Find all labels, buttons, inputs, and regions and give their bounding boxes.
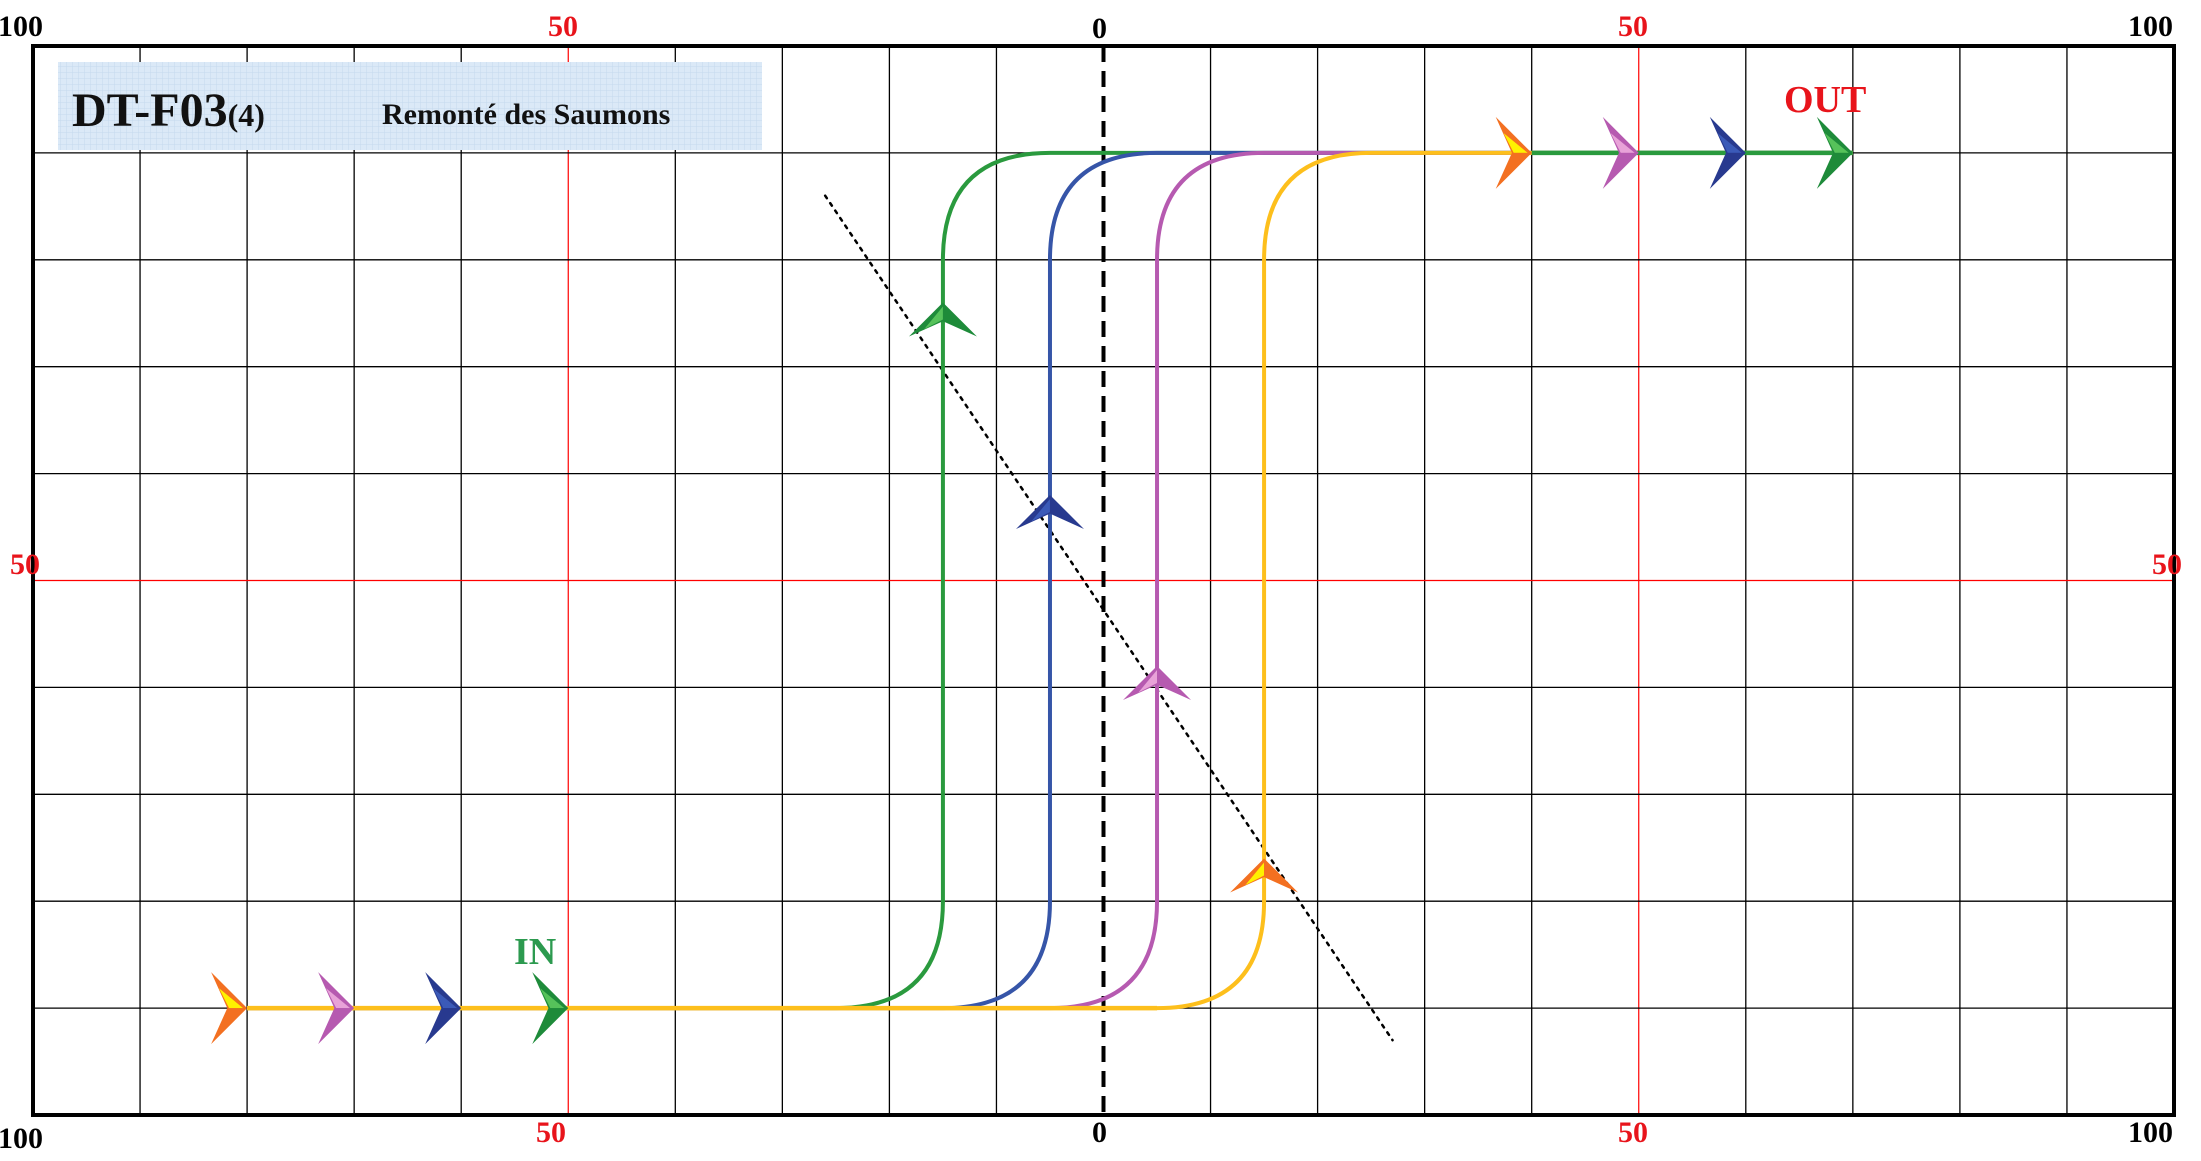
path-purple — [247, 150, 1853, 1011]
title-code: DT-F03 — [72, 84, 228, 137]
out-arrow-blue-icon-inner-bottom — [1717, 152, 1742, 173]
out-arrow-green-icon-inner-bottom — [1824, 152, 1849, 173]
out-arrow-orange-yellow-icon-inner-top — [1503, 133, 1528, 153]
in-arrow-green-icon — [532, 972, 569, 1045]
diagonal-line — [823, 194, 1394, 1042]
scale-bottom-left-100: 100 — [0, 1122, 43, 1155]
scale-bottom-right-50: 50 — [1618, 1116, 1648, 1149]
up-arrow-orange-yellow-icon-inner-right — [1264, 862, 1283, 885]
salmon-paths — [247, 150, 1853, 1011]
arrows — [211, 116, 1853, 1045]
in-arrow-orange-yellow-icon-inner-bottom — [219, 1008, 244, 1028]
in-arrow-purple-icon — [318, 972, 355, 1045]
up-arrow-green-icon-inner-right — [942, 306, 962, 330]
out-arrow-purple-icon-inner-top — [1610, 133, 1635, 153]
up-arrow-purple-icon-inner-right — [1157, 670, 1176, 693]
path-yellow — [247, 150, 1853, 1011]
in-arrow-purple-icon-inner-top — [326, 988, 351, 1009]
in-arrow-orange-yellow-icon-inner-top — [219, 988, 244, 1009]
scale-left-mid-50: 50 — [10, 548, 40, 581]
up-arrow-green-icon — [908, 302, 977, 337]
scale-top-left-50: 50 — [548, 10, 578, 43]
in-arrow-blue-icon-inner-bottom — [433, 1008, 458, 1028]
in-arrow-green-icon-inner-bottom — [540, 1008, 565, 1028]
scale-bottom-center-0: 0 — [1092, 1116, 1107, 1149]
out-arrow-blue-icon-inner-top — [1717, 133, 1742, 153]
title-box — [58, 62, 762, 150]
path-blue — [247, 150, 1853, 1011]
up-arrow-orange-yellow-icon — [1230, 858, 1299, 893]
up-arrow-blue-icon-inner-right — [1049, 498, 1069, 522]
up-arrow-blue-icon — [1015, 494, 1084, 529]
scale-top-right-100: 100 — [2128, 10, 2173, 43]
up-arrow-purple-icon-inner-left — [1138, 670, 1158, 693]
scale-bottom-left-50: 50 — [536, 1116, 566, 1149]
out-arrow-green-icon-inner-top — [1824, 133, 1849, 153]
up-arrow-blue-icon-inner-left — [1031, 498, 1050, 522]
up-arrow-orange-yellow-icon-inner-left — [1245, 862, 1265, 885]
up-arrow-green-icon-inner-left — [924, 306, 943, 330]
in-arrow-blue-icon-inner-top — [433, 988, 458, 1009]
title-code-suffix: (4) — [228, 97, 265, 133]
in-arrow-blue-icon — [425, 972, 462, 1045]
out-arrow-purple-icon-inner-bottom — [1610, 152, 1635, 173]
out-arrow-orange-yellow-icon-inner-bottom — [1503, 152, 1528, 173]
scale-right-mid-50: 50 — [2152, 548, 2182, 581]
in-arrow-purple-icon-inner-bottom — [326, 1008, 351, 1028]
out-label: OUT — [1784, 79, 1866, 121]
in-label: IN — [514, 931, 556, 973]
out-arrow-orange-yellow-icon — [1495, 116, 1532, 189]
up-arrow-purple-icon — [1123, 666, 1192, 701]
in-arrow-green-icon-inner-top — [540, 988, 565, 1009]
out-arrow-green-icon — [1816, 116, 1853, 189]
scale-top-left-100: 100 — [0, 10, 43, 43]
grid — [33, 46, 2174, 1115]
page-title: DT-F03(4) — [72, 84, 265, 137]
scale-top-center-0: 0 — [1092, 12, 1107, 45]
scale-bottom-right-100: 100 — [2128, 1116, 2173, 1149]
out-arrow-purple-icon — [1602, 116, 1639, 189]
page-subtitle: Remonté des Saumons — [382, 98, 670, 131]
in-arrow-orange-yellow-icon — [211, 972, 248, 1045]
diagonal-dotted-line — [823, 194, 1394, 1042]
path-green — [247, 150, 1853, 1011]
out-arrow-blue-icon — [1709, 116, 1746, 189]
scale-top-right-50: 50 — [1618, 10, 1648, 43]
